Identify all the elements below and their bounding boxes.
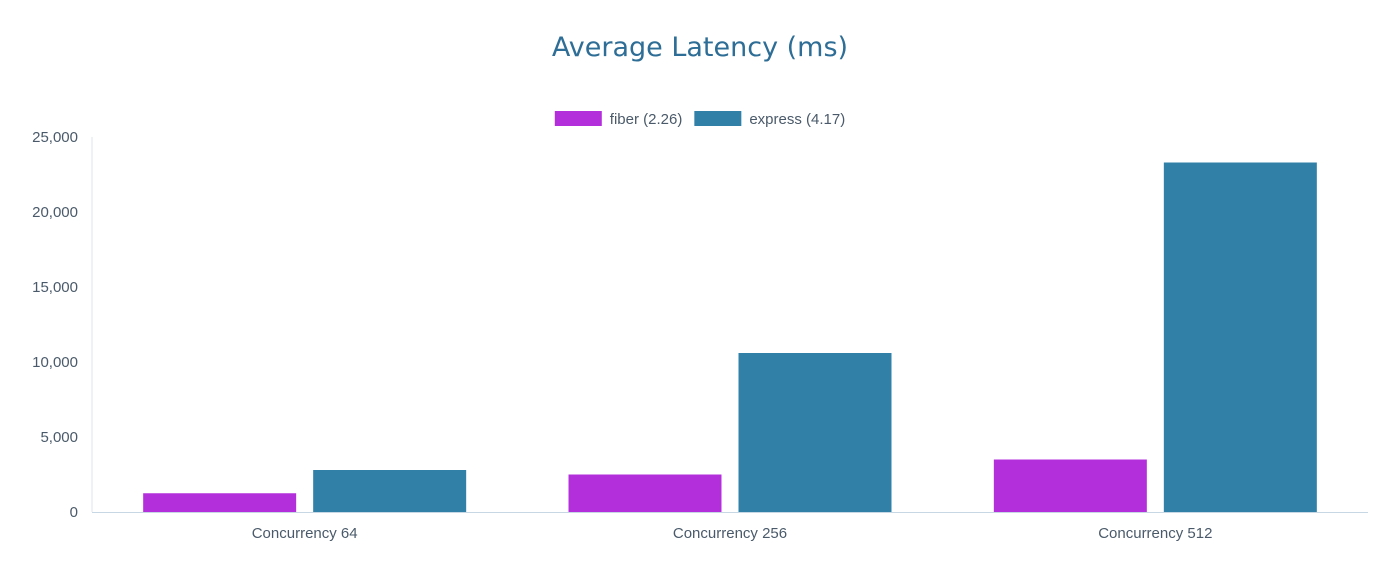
legend-label-express: express (4.17) [749,111,845,128]
legend-swatch-fiber [554,111,602,126]
x-axis: Concurrency 64 Concurrency 256 Concurrency… [92,512,1368,542]
x-tick-label: Concurrency 64 [252,525,358,542]
y-tick-label: 0 [70,504,78,521]
y-axis: 0 5,000 10,000 15,000 20,000 25,000 [32,129,93,521]
bar-fiber [993,459,1147,512]
x-tick-label: Concurrency 256 [673,525,787,542]
chart-title: Average Latency (ms) [552,32,848,63]
y-tick-label: 20,000 [32,204,78,221]
y-tick-label: 10,000 [32,354,78,371]
legend-swatch-express [694,111,742,126]
y-tick-label: 5,000 [40,429,78,446]
legend-label-fiber: fiber (2.26) [610,111,683,128]
bar-fiber [568,474,722,512]
bar-express [313,470,467,512]
bar-express [1163,162,1317,512]
bars [143,162,1317,512]
y-tick-label: 25,000 [32,129,78,146]
y-tick-label: 15,000 [32,279,78,296]
legend: fiber (2.26) express (4.17) [554,111,845,128]
x-tick-label: Concurrency 512 [1098,525,1212,542]
bar-fiber [143,493,297,512]
bar-express [738,353,892,512]
